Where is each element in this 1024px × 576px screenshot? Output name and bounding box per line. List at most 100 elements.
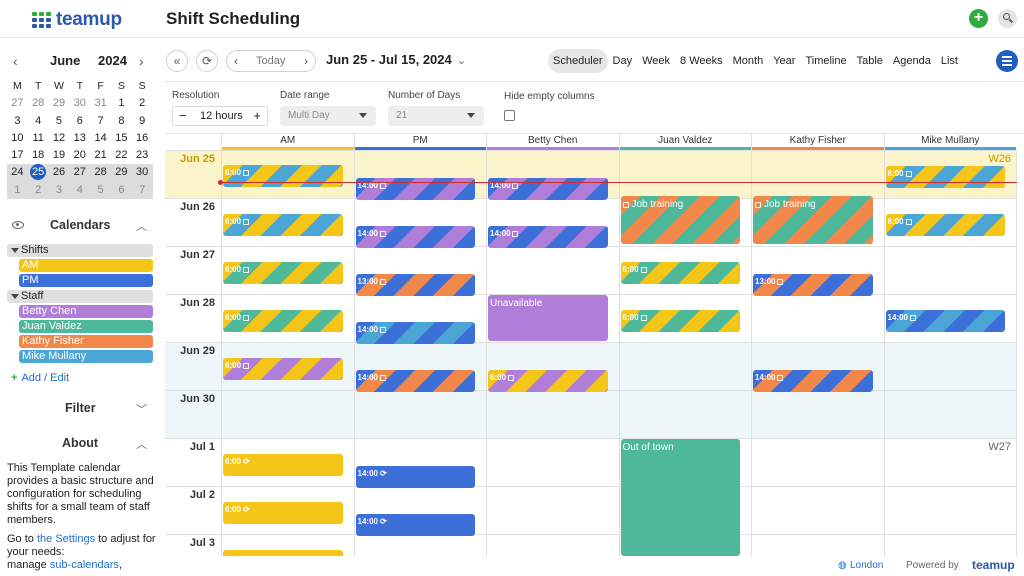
collapse-sidebar-button[interactable]: « (166, 50, 188, 72)
mini-calendar-day[interactable]: 1 (7, 181, 28, 200)
shift-event[interactable]: 6:00 ⟳ (223, 502, 343, 524)
mini-calendar-day[interactable]: 21 (94, 149, 107, 162)
filter-section-header[interactable]: Filter ﹀ (0, 401, 165, 417)
mini-calendar-day[interactable]: 28 (32, 97, 45, 110)
shift-event[interactable]: Out of town (620, 439, 740, 556)
shift-event[interactable]: 14:00 (885, 310, 1005, 332)
add-edit-link[interactable]: + Add / Edit (11, 372, 69, 384)
mini-calendar-day[interactable]: 8 (118, 114, 125, 127)
increase-button[interactable]: + (253, 108, 261, 123)
calendar-item-kathy-fisher[interactable]: Kathy Fisher (19, 335, 153, 348)
shift-event[interactable]: 6:00 (223, 262, 343, 284)
teamup-logo[interactable]: teamup (32, 9, 122, 31)
shift-event[interactable]: 6:00 (620, 310, 740, 332)
prev-month-icon[interactable]: ‹ (13, 53, 18, 69)
column-header[interactable]: Kathy Fisher (751, 134, 884, 150)
number-of-days-select[interactable]: 21 (388, 106, 484, 126)
mini-calendar-day[interactable]: 13 (73, 131, 86, 144)
mini-calendar-day[interactable]: 7 (131, 181, 153, 200)
shift-event[interactable]: Job training (620, 196, 740, 244)
mini-calendar-day[interactable]: 5 (90, 181, 111, 200)
shift-event[interactable]: 14:00 (488, 226, 608, 248)
date-range-select[interactable]: Multi Day (280, 106, 376, 126)
mini-calendar-day[interactable]: 14 (94, 131, 107, 144)
mini-calendar-day[interactable]: 16 (136, 131, 149, 144)
shift-event[interactable]: Job training (753, 196, 873, 244)
eye-icon[interactable] (12, 221, 24, 229)
calendar-item-mike-mullany[interactable]: Mike Mullany (19, 350, 153, 363)
mini-calendar-day[interactable]: 29 (52, 97, 66, 110)
shift-event[interactable]: 14:00 (355, 370, 475, 392)
mini-calendar-day[interactable]: 31 (94, 97, 107, 110)
sub-calendars-link[interactable]: sub-calendars (49, 559, 119, 571)
mini-calendar-day[interactable]: 18 (32, 149, 45, 162)
mini-calendar-day[interactable]: 28 (90, 164, 111, 182)
refresh-button[interactable]: ⟳ (196, 50, 218, 72)
mini-calendar-day[interactable]: 25 (27, 164, 49, 182)
mini-calendar-day[interactable]: 30 (73, 97, 86, 110)
next-month-icon[interactable]: › (139, 53, 144, 69)
mini-calendar-day[interactable]: 19 (52, 149, 66, 162)
mini-calendar-day[interactable]: 1 (118, 97, 125, 110)
hide-empty-columns-checkbox[interactable] (504, 110, 515, 121)
shift-event[interactable]: 14:00 (355, 322, 475, 344)
chevron-up-icon[interactable]: ︿ (136, 439, 147, 451)
mini-calendar-month[interactable]: June (50, 53, 81, 68)
calendar-item-juan-valdez[interactable]: Juan Valdez (19, 320, 153, 333)
mini-calendar-day[interactable]: 11 (32, 131, 44, 144)
view-scheduler[interactable]: Scheduler (548, 49, 608, 73)
mini-calendar-day[interactable]: 12 (52, 131, 66, 144)
next-range-icon[interactable]: › (304, 54, 308, 68)
shift-event[interactable]: 14:00 (753, 370, 873, 392)
mini-calendar-day[interactable]: 5 (55, 114, 63, 127)
shift-event[interactable]: 14:00 (488, 178, 608, 200)
shift-event[interactable]: 6:00 (223, 358, 343, 380)
timezone-link[interactable]: London (850, 560, 884, 571)
mini-calendar-day[interactable]: 26 (48, 164, 70, 182)
shift-event[interactable]: 6:00 (223, 310, 343, 332)
add-event-button[interactable]: + (969, 9, 988, 28)
shift-event[interactable]: 6:00 (223, 214, 343, 236)
view-year[interactable]: Year (773, 55, 796, 67)
calendar-group-shifts[interactable]: Shifts (7, 244, 153, 257)
mini-calendar-day[interactable]: 4 (35, 114, 42, 127)
calendar-group-staff[interactable]: Staff (7, 290, 153, 303)
column-header[interactable]: AM (221, 134, 354, 150)
shift-event[interactable]: Unavailable (488, 295, 608, 341)
shift-event[interactable]: 6:00 (223, 165, 343, 187)
mini-calendar-year[interactable]: 2024 (98, 53, 127, 68)
calendar-item-pm[interactable]: PM (19, 274, 153, 287)
shift-event[interactable]: 13:00 (753, 274, 873, 296)
mini-calendar-day[interactable]: 23 (136, 149, 149, 162)
shift-event[interactable]: 14:00 ⟳ (355, 514, 475, 536)
mini-calendar-day[interactable]: 7 (97, 114, 104, 127)
mini-calendar-day[interactable]: 6 (110, 181, 132, 200)
column-header[interactable]: PM (353, 134, 486, 150)
footer-brand[interactable]: teamup (972, 558, 1015, 572)
shift-event[interactable]: 6:00 (620, 262, 740, 284)
shift-event[interactable]: 6:00 (885, 214, 1005, 236)
shift-event[interactable] (223, 550, 343, 556)
mini-calendar-day[interactable]: 10 (11, 131, 24, 144)
mini-calendar-day[interactable]: 3 (14, 114, 21, 127)
shift-event[interactable]: 6:00 (488, 370, 608, 392)
mini-calendar-day[interactable]: 6 (76, 114, 83, 127)
chevron-down-icon[interactable]: ﹀ (136, 404, 147, 416)
mini-calendar-day[interactable]: 9 (139, 114, 146, 127)
view-day[interactable]: Day (612, 55, 633, 67)
view-week[interactable]: Week (642, 55, 671, 67)
chevron-up-icon[interactable]: ︿ (136, 221, 147, 233)
calendar-item-betty-chen[interactable]: Betty Chen (19, 305, 153, 318)
mini-calendar-day[interactable]: 22 (115, 149, 128, 162)
shift-event[interactable]: 14:00 ⟳ (355, 466, 475, 488)
prev-range-icon[interactable]: ‹ (234, 54, 238, 68)
column-header[interactable]: Juan Valdez (618, 134, 751, 150)
mini-calendar-day[interactable]: 4 (69, 181, 91, 200)
column-header[interactable]: Betty Chen (486, 134, 619, 150)
date-range-picker[interactable]: Jun 25 - Jul 15, 2024 ⌄ (326, 52, 466, 67)
mini-calendar-day[interactable]: 24 (7, 164, 28, 182)
mini-calendar-day[interactable]: 30 (131, 164, 153, 182)
mini-calendar-day[interactable]: 27 (11, 97, 24, 110)
search-button[interactable] (998, 9, 1017, 28)
shift-event[interactable]: 14:00 (355, 226, 475, 248)
